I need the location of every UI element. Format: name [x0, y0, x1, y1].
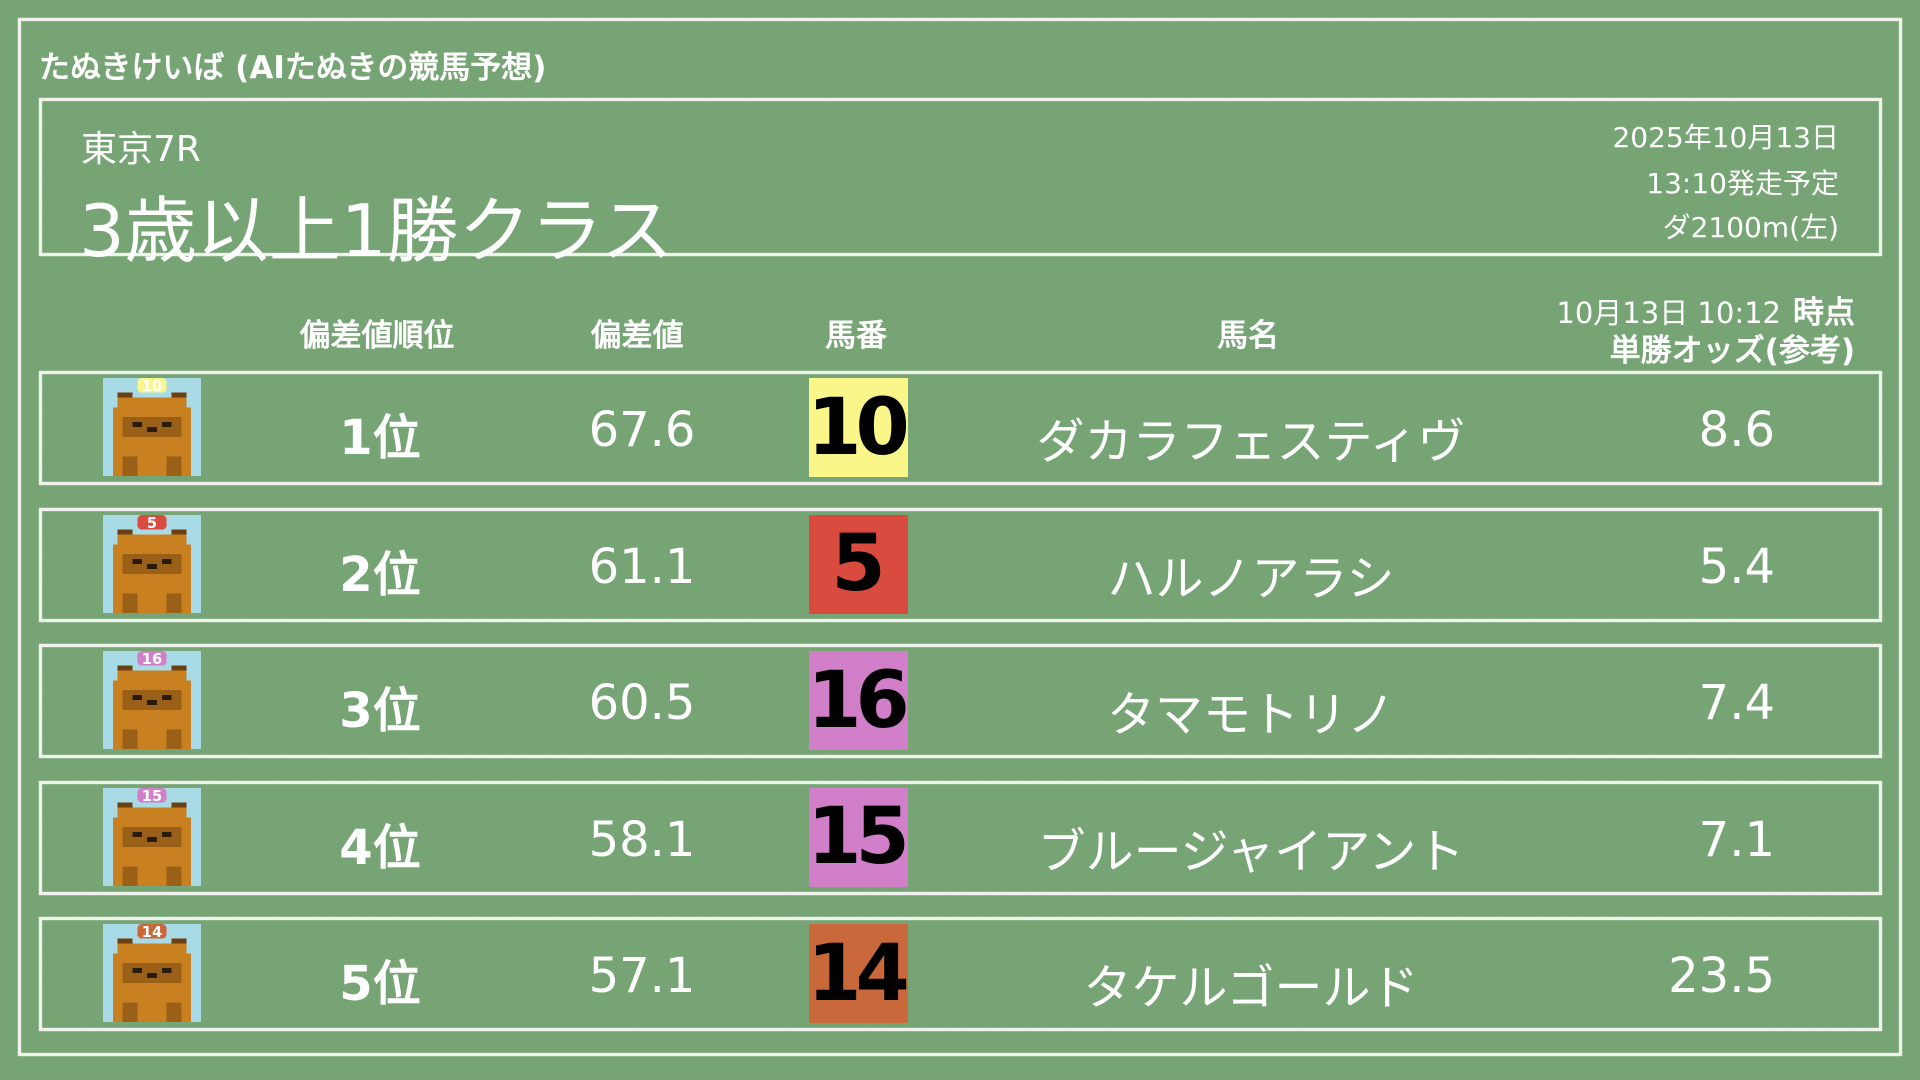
- horse-number: 15: [807, 787, 910, 887]
- tanuki-icon: 16: [103, 651, 201, 749]
- app-title: たぬきけいば (AIたぬきの競馬予想): [39, 50, 547, 86]
- svg-text:5: 5: [147, 515, 157, 532]
- venue-race: 東京7R: [81, 129, 201, 170]
- horse-number: 16: [807, 651, 910, 750]
- horse-number: 14: [807, 924, 910, 1023]
- odds: 7.4: [1698, 675, 1775, 731]
- svg-text:15: 15: [142, 788, 162, 805]
- outer-frame: [18, 18, 1902, 1056]
- table-row: 16 3位 60.5 16 タマモトリノ 7.4: [39, 644, 1882, 758]
- col-odds: 10月13日 10:12 時点 単勝オッズ(参考): [1556, 294, 1855, 370]
- odds: 8.6: [1698, 402, 1775, 458]
- table-row: 5 2位 61.1 5 ハルノアラシ 5.4: [39, 507, 1882, 622]
- col-rank: 偏差値順位: [299, 318, 455, 354]
- odds-time: 10月13日 10:12: [1556, 296, 1781, 330]
- odds: 5.4: [1698, 538, 1775, 595]
- table-row: 15 4位 58.1 15 ブルージャイアント 7.1: [39, 780, 1882, 895]
- tanuki-icon: 10: [103, 378, 201, 476]
- horse-number: 5: [809, 514, 908, 614]
- table-row: 10 1位 67.6 10 ダカラフェスティヴ 8.6: [39, 371, 1882, 485]
- post-time: 13:10発走予定: [1646, 167, 1839, 200]
- tanuki-icon: 15: [103, 787, 201, 886]
- tanuki-icon: 5: [103, 514, 201, 613]
- course: ダ2100m(左): [1662, 211, 1839, 244]
- odds-time-suffix: 時点: [1793, 295, 1855, 331]
- svg-text:10: 10: [142, 378, 162, 395]
- svg-text:16: 16: [142, 651, 162, 668]
- race-header: [39, 98, 1882, 256]
- col-deviation: 偏差値: [590, 318, 684, 354]
- odds-label: 単勝オッズ(参考): [1609, 333, 1855, 369]
- odds: 7.1: [1698, 811, 1775, 868]
- col-horse-name: 馬名: [1217, 318, 1279, 354]
- race-name: 3歳以上1勝クラス: [79, 189, 674, 273]
- table-row: 14 5位 57.1 14 タケルゴールド 23.5: [39, 917, 1882, 1031]
- race-date: 2025年10月13日: [1612, 121, 1839, 154]
- odds: 23.5: [1668, 948, 1775, 1004]
- svg-text:14: 14: [142, 924, 162, 941]
- col-number: 馬番: [825, 318, 887, 354]
- horse-number: 10: [807, 378, 910, 477]
- tanuki-icon: 14: [103, 924, 201, 1022]
